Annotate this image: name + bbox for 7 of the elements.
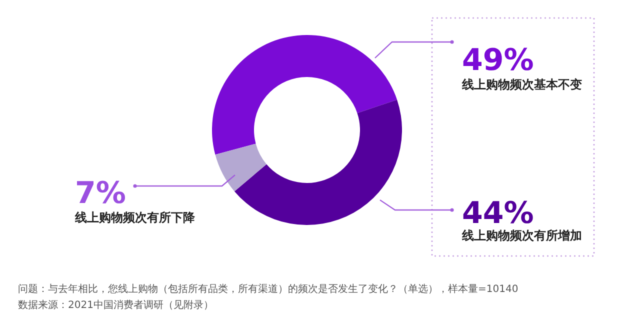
slice-label: 线上购物频次有所下降 <box>74 210 196 224</box>
slice-label: 线上购物频次有所增加 <box>461 228 582 242</box>
source-note: 数据来源：2021中国消费者调研（见附录） <box>18 299 214 311</box>
slice-label: 线上购物频次基本不变 <box>461 77 582 92</box>
data-label: 49% <box>462 43 534 78</box>
text: 问题：与去年相比，您线上购物（包括所有品类，所有渠道）的频次是否发生了变化？（单选），样本量=10140 <box>18 283 518 295</box>
data-label: 7% <box>75 176 126 212</box>
